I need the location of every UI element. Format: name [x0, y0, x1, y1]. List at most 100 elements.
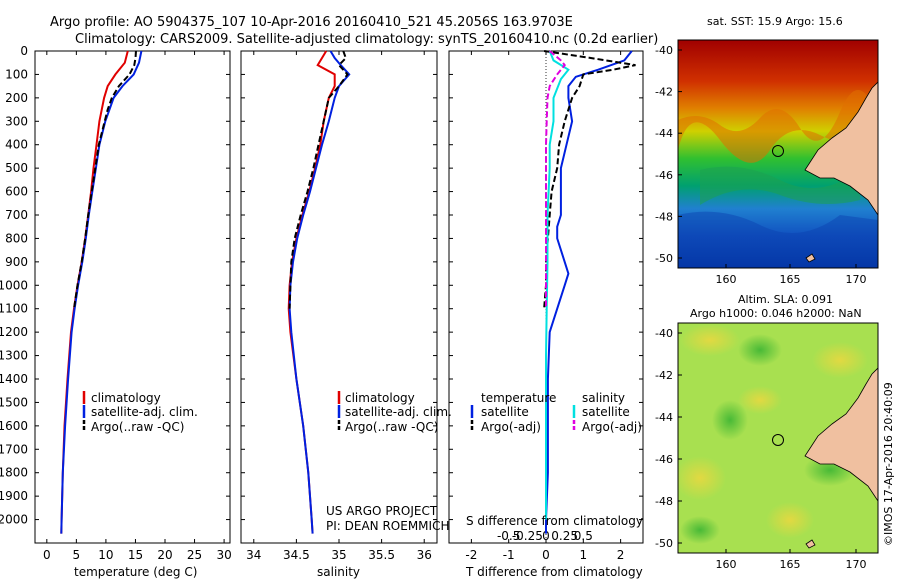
x-tick-label: 2 — [617, 548, 625, 562]
legend-label-t-satellite: satellite — [481, 405, 529, 419]
series-line-argo-raw-qc — [73, 50, 137, 309]
sla-map-frame — [677, 322, 879, 554]
depth-tick-label: 1900 — [0, 489, 28, 503]
s-difference-x-axis: -0.5-0.25 0 0.250.5 — [497, 529, 593, 543]
lat-tick-label: -44 — [655, 127, 673, 140]
depth-tick-label: 1000 — [0, 278, 28, 292]
lat-tick-label: -46 — [655, 453, 673, 466]
sst-map-title: sat. SST: 15.9 Argo: 15.6 — [707, 15, 843, 28]
lon-tick-label: 165 — [780, 558, 801, 571]
depth-tick-label: 1100 — [0, 302, 28, 316]
temperature-legend: climatology satellite-adj. clim. Argo(..… — [82, 391, 198, 434]
sst-map — [678, 40, 878, 268]
lat-tick-label: -40 — [655, 327, 673, 340]
depth-tick-label: 1600 — [0, 419, 28, 433]
x-tick-label: 1 — [579, 548, 587, 562]
temperature-axis-label: temperature (deg C) — [74, 565, 197, 579]
t-difference-axis-label: T difference from climatology — [465, 565, 643, 579]
legend-label-argo: Argo(..raw -QC) — [91, 420, 184, 434]
depth-tick-label: 100 — [5, 67, 28, 81]
depth-tick-label: 1400 — [0, 372, 28, 386]
depth-tick-label: 2000 — [0, 513, 28, 527]
pi-credit: PI: DEAN ROEMMICH — [326, 519, 449, 533]
x-tick-label: 34.5 — [283, 548, 310, 562]
lon-tick-label: 165 — [780, 273, 801, 286]
legend-label-climatology: climatology — [345, 391, 415, 405]
difference-legend-salinity: salinity satellite Argo(-adj) — [572, 391, 642, 434]
x-tick-label: -2 — [465, 548, 477, 562]
lat-tick-label: -40 — [655, 44, 673, 57]
depth-tick-label: 500 — [5, 161, 28, 175]
new-zealand-landmass — [804, 81, 878, 216]
s-tick-label: 0.5 — [574, 529, 593, 543]
header-line-2: Climatology: CARS2009. Satellite-adjuste… — [75, 32, 658, 47]
temperature-series — [60, 50, 143, 534]
legend-label-satellite: satellite-adj. clim. — [91, 405, 198, 419]
depth-tick-label: 0 — [20, 44, 28, 58]
depth-tick-label: 600 — [5, 185, 28, 199]
series-line-t-satellite — [545, 50, 633, 534]
depth-tick-label: 900 — [5, 255, 28, 269]
lon-tick-label: 170 — [846, 558, 867, 571]
depth-tick-label: 1500 — [0, 395, 28, 409]
x-tick-label: 30 — [216, 548, 231, 562]
header-line-1: Argo profile: AO 5904375_107 10-Apr-2016… — [50, 15, 573, 30]
s-tick-label: 0 — [542, 529, 550, 543]
s-tick-label: 0.25 — [551, 529, 578, 543]
x-tick-label: 10 — [98, 548, 113, 562]
difference-series — [543, 50, 636, 534]
depth-tick-label: 200 — [5, 91, 28, 105]
sla-map — [678, 323, 878, 553]
series-line-s-argo-adj — [545, 50, 566, 309]
depth-tick-label: 800 — [5, 231, 28, 245]
imos-credit: ©IMOS 17-Apr-2016 20:40:09 — [882, 382, 895, 546]
t-difference-x-axis: -2 -1 0 1 2 — [465, 51, 624, 562]
sla-map-title-2: Argo h1000: 0.046 h2000: NaN — [690, 307, 862, 320]
legend-label-satellite: satellite-adj. clim. — [345, 405, 452, 419]
new-zealand-landmass — [804, 367, 878, 502]
depth-tick-label: 300 — [5, 114, 28, 128]
lat-tick-label: -50 — [655, 252, 673, 265]
depth-axis: 0 100 200 300 400 500 600 700 800 900 1000 1100 1200… — [0, 44, 643, 527]
sst-map-frame — [677, 39, 879, 269]
sla-map-title-1: Altim. SLA: 0.091 — [738, 293, 833, 306]
project-credit: US ARGO PROJECT — [326, 504, 438, 518]
s-difference-axis-label: S difference from climatology — [466, 514, 643, 528]
x-tick-label: 15 — [128, 548, 143, 562]
difference-legend-temperature: temperature satellite Argo(-adj) — [470, 391, 556, 434]
series-line-argo-raw-qc — [288, 50, 349, 309]
lat-tick-label: -42 — [655, 369, 673, 382]
lat-tick-label: -48 — [655, 495, 673, 508]
legend-heading-temperature: temperature — [481, 391, 556, 405]
x-tick-label: 35.5 — [368, 548, 395, 562]
temperature-x-axis: 0 5 10 15 20 25 30 — [43, 51, 232, 562]
legend-label-argo: Argo(..raw -QC) — [345, 420, 438, 434]
sla-map-axes: -40 -42 -44 -46 -48 -50 160 165 170 — [655, 327, 866, 571]
series-line-s-satellite — [545, 50, 570, 520]
lat-tick-label: -42 — [655, 86, 673, 99]
legend-label-climatology: climatology — [91, 391, 161, 405]
x-tick-label: 25 — [187, 548, 202, 562]
x-tick-label: 0 — [43, 548, 51, 562]
legend-label-t-argo: Argo(-adj) — [481, 420, 541, 434]
lat-tick-label: -48 — [655, 210, 673, 223]
legend-label-s-argo: Argo(-adj) — [582, 420, 642, 434]
series-line-climatology — [60, 50, 129, 534]
argo-float-marker — [772, 145, 784, 157]
depth-tick-label: 700 — [5, 208, 28, 222]
x-tick-label: -1 — [503, 548, 515, 562]
legend-heading-salinity: salinity — [582, 391, 625, 405]
lat-tick-label: -44 — [655, 411, 673, 424]
x-tick-label: 5 — [73, 548, 81, 562]
depth-tick-label: 1800 — [0, 466, 28, 480]
x-tick-label: 35 — [331, 548, 346, 562]
depth-tick-label: 1700 — [0, 442, 28, 456]
salinity-series — [287, 50, 351, 534]
argo-float-marker — [772, 434, 784, 446]
lat-tick-label: -50 — [655, 537, 673, 550]
x-tick-label: 20 — [157, 548, 172, 562]
lon-tick-label: 160 — [716, 558, 737, 571]
lat-tick-label: -46 — [655, 169, 673, 182]
s-tick-label: -0.5 — [497, 529, 520, 543]
